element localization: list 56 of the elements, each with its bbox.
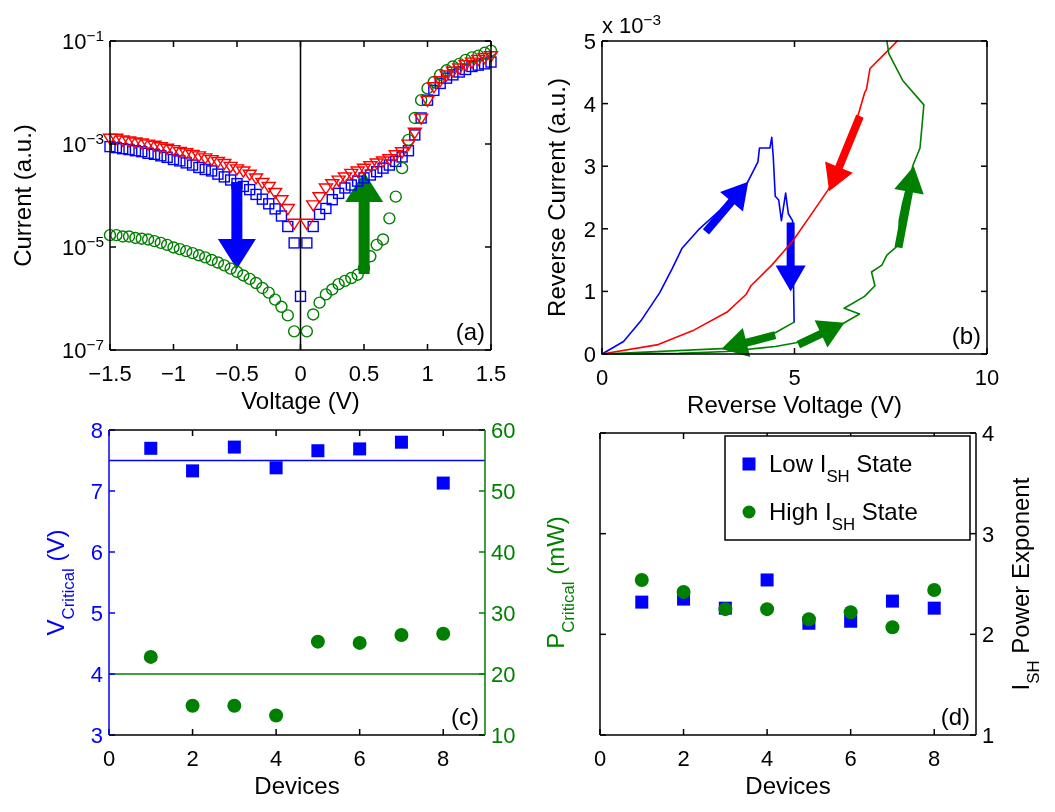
- x-tick-label: 6: [353, 746, 366, 771]
- x-tick-label: −0.5: [215, 361, 259, 386]
- y-tick-label: 4: [90, 662, 103, 687]
- y-tick-label: 4: [583, 91, 596, 117]
- y2-tick-label: 1: [982, 723, 995, 748]
- y-tick-label: 10$^{−1}$: [61, 26, 104, 54]
- y-tick-label: 8: [90, 418, 103, 443]
- y-axis-title: Reverse Current (a.u.): [543, 78, 570, 317]
- y-tick-label: 5: [583, 29, 596, 54]
- x-tick-label: 0.5: [348, 361, 380, 386]
- annotation: (d): [940, 703, 970, 730]
- x-tick-label: 2: [186, 746, 199, 771]
- y2-tick-label: 30: [491, 601, 516, 626]
- y-tick-label: 6: [90, 540, 103, 565]
- annotation: (c): [451, 703, 479, 730]
- y-tick-label: 10$^{−3}$: [61, 129, 104, 157]
- y2-tick-label: 20: [491, 662, 516, 687]
- x-tick-label: 4: [760, 746, 774, 771]
- annotation: (b): [951, 322, 981, 349]
- x-tick-label: 0: [294, 361, 307, 386]
- y-tick-label: 5: [90, 601, 103, 626]
- text: x 10$^{−3}$: [602, 10, 662, 38]
- y-tick-label: 0: [583, 342, 596, 367]
- y-tick-label: 2: [583, 216, 596, 242]
- x-tick-label: 2: [677, 746, 690, 771]
- y-tick-label: 10$^{−5}$: [61, 232, 104, 260]
- x-axis-title: Devices: [745, 772, 831, 799]
- y2-tick-label: 50: [491, 479, 516, 504]
- y2-tick-label: 10: [491, 723, 516, 748]
- x-tick-label: 5: [788, 365, 801, 390]
- x-tick-label: −1: [160, 361, 187, 386]
- y-tick-label: 7: [90, 479, 103, 504]
- x-tick-label: 10: [974, 365, 1000, 390]
- y-tick-label: 3: [90, 723, 103, 748]
- y2-tick-label: 40: [491, 540, 516, 565]
- y2-tick-label: 4: [982, 421, 995, 446]
- y2-tick-label: 60: [491, 418, 516, 443]
- x-tick-label: 6: [844, 746, 857, 771]
- y2-tick-label: 3: [982, 521, 995, 547]
- x-axis-title: Devices: [254, 772, 340, 799]
- annotation: (a): [455, 318, 485, 345]
- legend-label: Low I$_{SH}$ State: [769, 450, 913, 486]
- x-tick-label: 8: [437, 746, 450, 771]
- y-axis-title: Current (a.u.): [9, 124, 36, 267]
- x-tick-label: −1.5: [88, 361, 132, 386]
- x-tick-label: 1: [421, 361, 434, 386]
- y-tick-label: 1: [583, 279, 596, 305]
- x-axis-title: Voltage (V): [241, 387, 360, 414]
- x-tick-label: 4: [269, 746, 283, 771]
- x-tick-label: 1.5: [475, 361, 507, 386]
- legend-label: High I$_{SH}$ State: [769, 498, 918, 534]
- y2-tick-label: 2: [982, 622, 995, 648]
- x-tick-label: 8: [928, 746, 941, 771]
- x-axis-title: Reverse Voltage (V): [687, 391, 902, 418]
- y-tick-label: 3: [583, 154, 596, 180]
- y-tick-label: 10$^{−7}$: [61, 335, 104, 363]
